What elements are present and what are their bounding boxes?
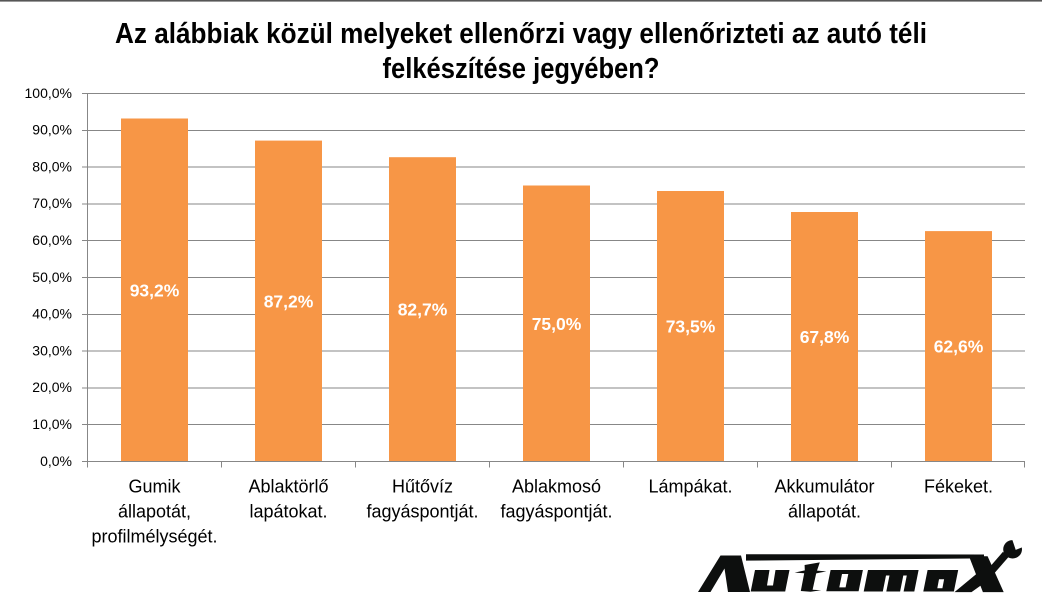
svg-text:87,2%: 87,2% [264, 291, 314, 311]
svg-text:30,0%: 30,0% [32, 342, 72, 358]
svg-text:Fékeket.: Fékeket. [924, 477, 993, 497]
svg-text:Az alábbiak közül melyeket ell: Az alábbiak közül melyeket ellenőrzi vag… [115, 18, 927, 50]
svg-text:Akkumulátor: Akkumulátor [774, 477, 874, 497]
svg-text:60,0%: 60,0% [32, 232, 72, 248]
svg-text:Ablakmosó: Ablakmosó [512, 477, 601, 497]
svg-text:67,8%: 67,8% [800, 327, 850, 347]
svg-text:Hűtővíz: Hűtővíz [392, 477, 453, 497]
svg-text:50,0%: 50,0% [32, 269, 72, 285]
svg-text:73,5%: 73,5% [666, 317, 716, 337]
svg-text:Gumik: Gumik [128, 477, 181, 497]
svg-text:90,0%: 90,0% [32, 122, 72, 138]
svg-text:felkészítése jegyében?: felkészítése jegyében? [383, 53, 660, 85]
svg-text:állapotát.: állapotát. [788, 502, 861, 522]
svg-text:Ablaktörlő: Ablaktörlő [248, 477, 328, 497]
svg-text:40,0%: 40,0% [32, 306, 72, 322]
svg-text:fagyáspontját.: fagyáspontját. [500, 502, 612, 522]
svg-text:profilmélységét.: profilmélységét. [91, 527, 217, 547]
svg-text:93,2%: 93,2% [130, 280, 180, 300]
svg-text:62,6%: 62,6% [934, 337, 984, 357]
svg-text:lapátokat.: lapátokat. [249, 502, 327, 522]
svg-text:20,0%: 20,0% [32, 379, 72, 395]
svg-text:82,7%: 82,7% [398, 300, 448, 320]
svg-text:Lámpákat.: Lámpákat. [648, 477, 732, 497]
svg-text:10,0%: 10,0% [32, 416, 72, 432]
svg-text:fagyáspontját.: fagyáspontját. [366, 502, 478, 522]
svg-text:80,0%: 80,0% [32, 158, 72, 174]
svg-text:0,0%: 0,0% [40, 453, 72, 469]
svg-text:70,0%: 70,0% [32, 195, 72, 211]
svg-text:100,0%: 100,0% [25, 85, 72, 101]
svg-text:75,0%: 75,0% [532, 314, 582, 334]
svg-text:állapotát,: állapotát, [118, 502, 191, 522]
